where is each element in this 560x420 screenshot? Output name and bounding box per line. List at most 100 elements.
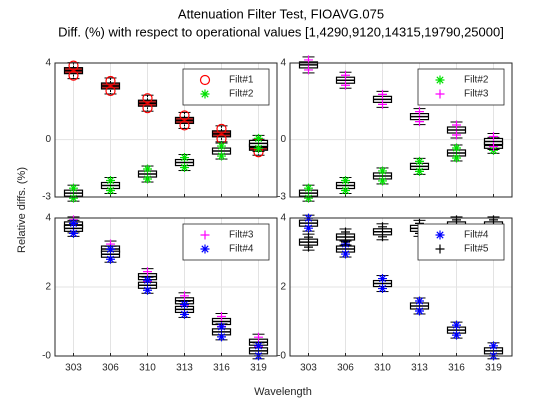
marker [217,312,226,321]
y-tick-label: 0 [45,134,51,145]
x-axis-label: Wavelength [254,386,312,398]
marker [304,193,313,203]
legend-label: Filt#3 [229,230,254,241]
y-tick-label: -3 [42,192,51,203]
marker [106,186,115,196]
x-tick-label: 310 [374,363,391,374]
y-tick-label: 0 [280,134,286,145]
legend-box [417,68,505,106]
box-group [137,164,158,184]
marker [341,237,350,247]
marker [180,163,189,173]
marker [378,99,387,109]
marker [142,103,153,114]
box-group [372,274,393,294]
marker [304,232,313,242]
legend-label: Filt#4 [229,244,254,255]
marker [452,130,461,140]
marker [216,123,227,134]
legend-box [417,223,505,261]
marker [489,141,498,151]
x-tick-label: 313 [411,363,428,374]
marker [143,174,152,184]
marker [435,75,445,85]
legend-label: Filt#1 [229,75,254,86]
x-tick-label: 319 [250,363,267,374]
y-axis-label: Relative diffs. (%) [16,167,28,253]
x-tick-label: 303 [65,363,82,374]
marker [489,215,498,225]
x-tick-label: 316 [213,363,230,374]
axes-frame [54,217,278,357]
legend-label: Filt#3 [464,89,489,100]
marker [217,322,226,332]
x-tick-label: 310 [139,363,156,374]
marker [254,332,263,342]
marker [106,176,115,186]
marker [200,89,210,99]
marker [180,291,189,301]
marker [143,275,152,285]
marker [69,183,78,193]
marker [435,244,445,254]
marker [415,296,424,306]
marker [106,244,115,254]
marker [69,193,78,203]
y-tick-label: -0 [42,351,51,362]
marker [452,120,461,130]
marker [435,230,445,240]
legend-box [182,68,270,106]
y-tick-label: 4 [45,58,51,69]
marker [143,164,152,174]
marker [105,85,116,97]
marker [217,141,226,151]
marker [415,156,424,166]
marker [378,284,387,294]
marker [452,153,461,163]
marker [304,242,313,252]
box-group [409,296,430,316]
marker [452,320,461,330]
subtitle: Diff. (%) with respect to operational va… [58,24,504,39]
box-group [248,341,269,361]
marker [415,306,424,316]
marker [254,143,263,153]
marker [69,228,78,238]
axes-frame [54,62,278,198]
box-group [446,143,467,163]
box-group [63,218,84,238]
legend-box [182,223,270,261]
box-group [174,110,195,131]
legend-label: Filt#2 [229,89,254,100]
axes-frame [289,217,513,357]
y-tick-label: -0 [277,351,286,362]
box-group [100,176,121,196]
box-group [298,232,319,252]
box-group [137,93,158,114]
x-tick-label: 316 [448,363,465,374]
box-group [100,244,121,264]
marker [200,244,210,254]
marker [378,232,387,242]
box-group [409,107,430,127]
marker [142,93,153,104]
box-group [335,227,356,247]
marker [180,299,189,309]
box-group [211,322,232,342]
marker [341,249,350,259]
y-tick-label: 4 [280,58,286,69]
box-group [372,222,393,242]
marker [435,89,445,99]
marker [378,89,387,99]
marker [489,131,498,141]
legend-label: Filt#5 [464,244,489,255]
box-group [483,131,504,151]
box-group [63,60,84,81]
marker [415,107,424,117]
marker [180,153,189,163]
box-group [63,183,84,203]
box-group [446,320,467,340]
box-group [137,275,158,295]
marker [199,74,211,86]
